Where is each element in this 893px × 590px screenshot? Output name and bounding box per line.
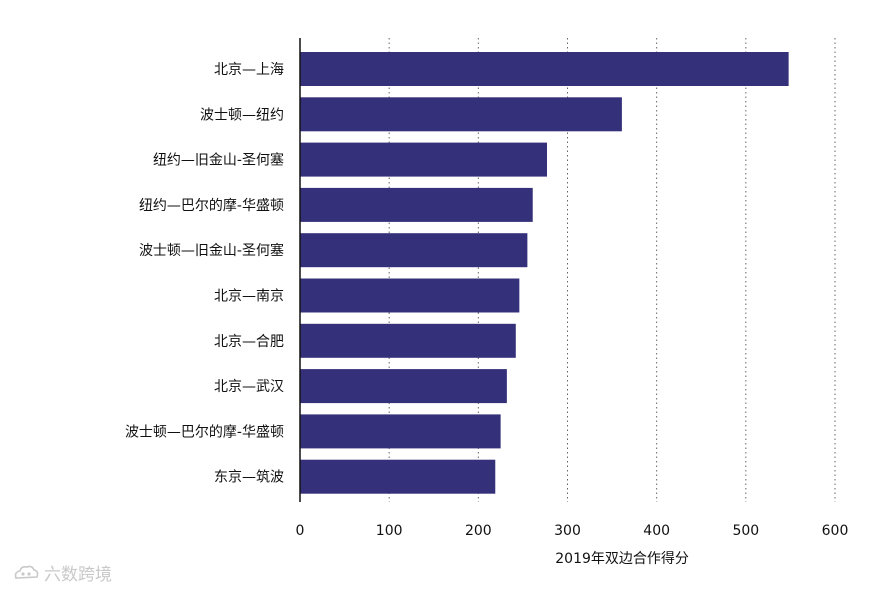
watermark: 六数跨境	[12, 560, 112, 585]
cloud-logo-icon	[14, 565, 39, 579]
category-label-3: 纽约—巴尔的摩-华盛顿	[139, 197, 284, 214]
bar-3	[300, 187, 533, 222]
bar-0	[300, 52, 789, 86]
bar-1	[300, 97, 622, 132]
x-tick-label-100: 100	[376, 523, 403, 539]
category-label-5: 北京—南京	[214, 289, 284, 305]
x-axis-title: 2019年双边合作得分	[555, 550, 689, 567]
x-tick-label-200: 200	[465, 523, 492, 539]
bar-8	[300, 414, 501, 449]
bar-2	[300, 142, 547, 177]
category-label-8: 波士顿—巴尔的摩-华盛顿	[125, 423, 284, 440]
category-labels: 北京—上海波士顿—纽约纽约—旧金山-圣何塞纽约—巴尔的摩-华盛顿波士顿—旧金山-…	[125, 62, 284, 486]
category-label-6: 北京—合肥	[214, 334, 284, 350]
bar-4	[300, 233, 528, 268]
bars	[300, 52, 789, 494]
x-tick-labels: 0 100 200 300 400 500 600	[296, 523, 849, 539]
x-tick-label-0: 0	[296, 523, 305, 539]
x-tick-label-600: 600	[822, 523, 849, 539]
watermark-text: 六数跨境	[44, 565, 112, 585]
category-label-7: 北京—武汉	[214, 379, 284, 395]
bar-7	[300, 369, 507, 404]
category-label-0: 北京—上海	[214, 62, 284, 78]
category-label-2: 纽约—旧金山-圣何塞	[153, 152, 284, 169]
x-tick-label-400: 400	[643, 523, 670, 539]
bar-9	[300, 459, 496, 494]
x-tick-label-500: 500	[732, 523, 759, 539]
x-tick-label-300: 300	[554, 523, 581, 539]
bar-5	[300, 278, 520, 313]
bar-6	[300, 323, 516, 358]
category-label-1: 波士顿—纽约	[200, 107, 284, 123]
category-label-4: 波士顿—旧金山-圣何塞	[139, 242, 284, 259]
category-label-9: 东京—筑波	[214, 470, 284, 486]
